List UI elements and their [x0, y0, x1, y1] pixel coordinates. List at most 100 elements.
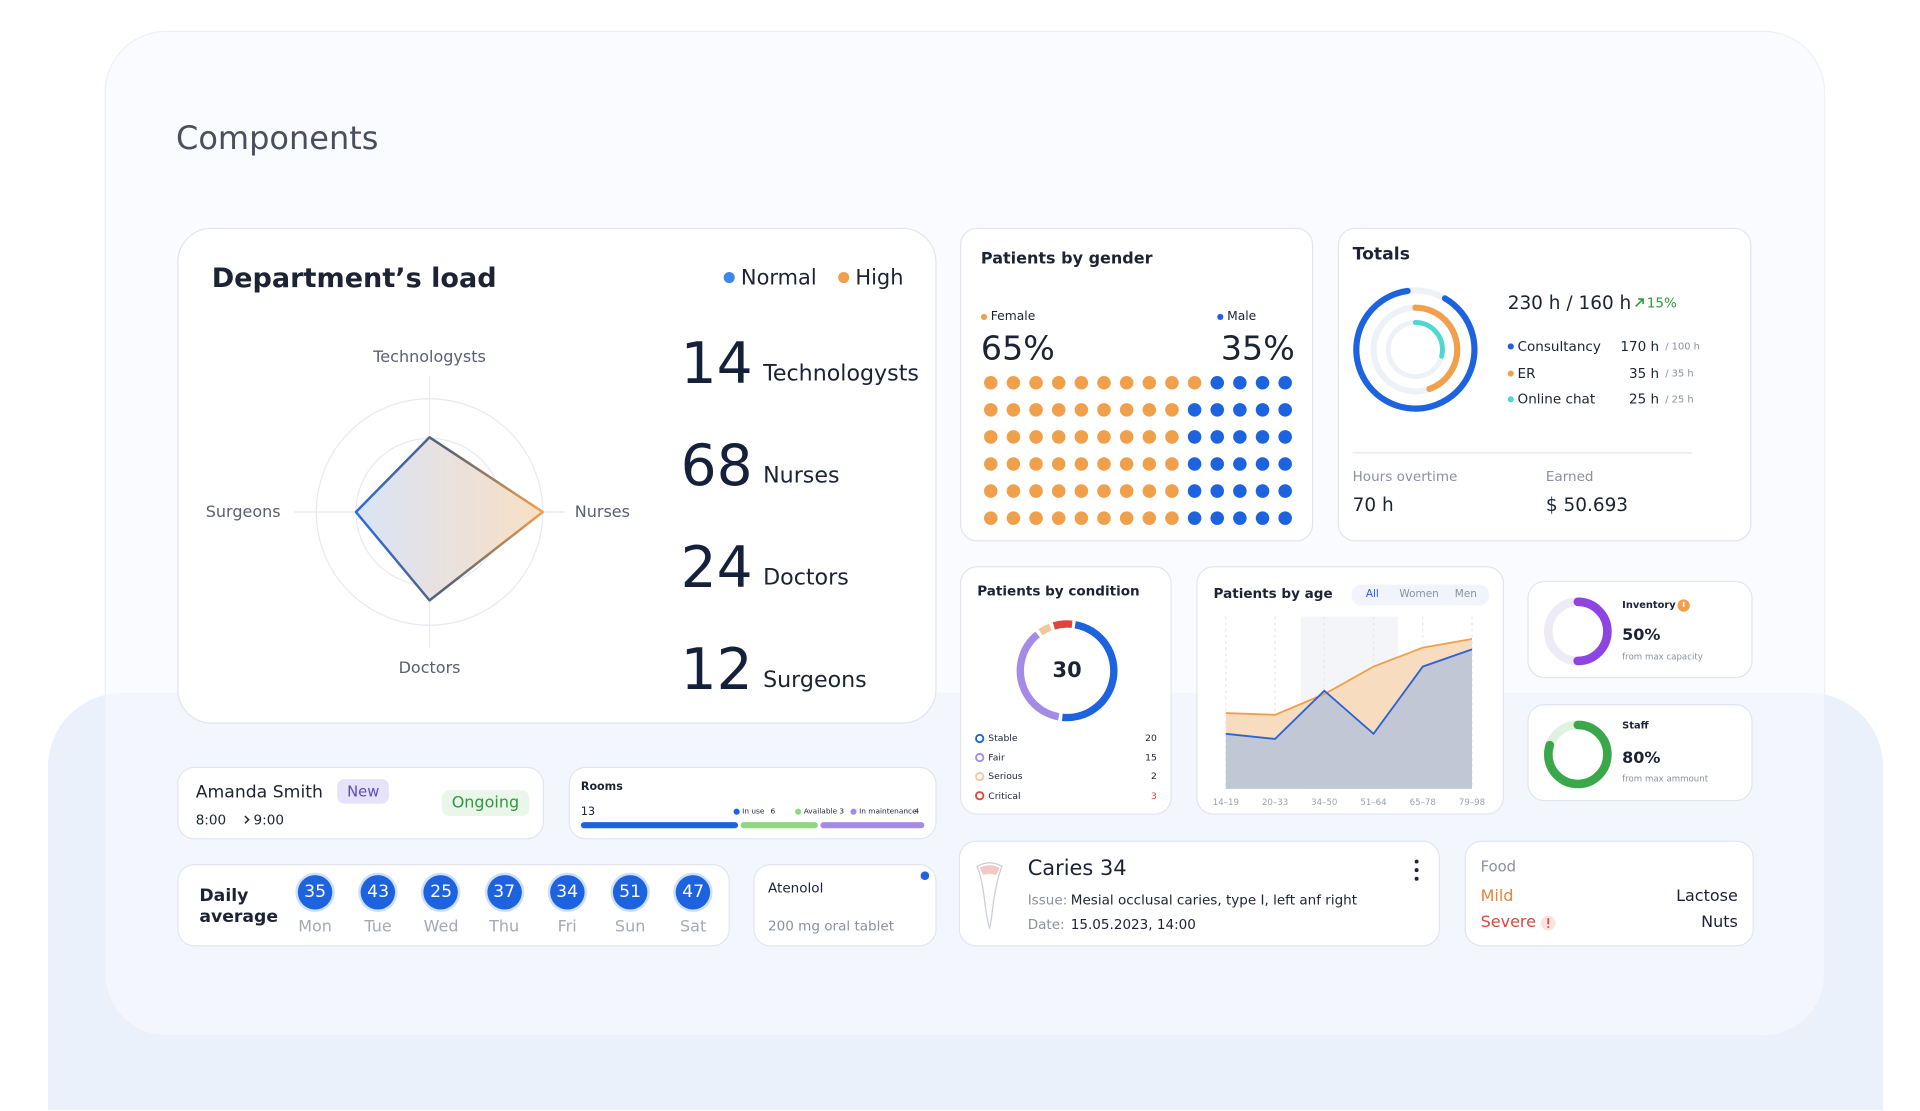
total: 30: [1052, 658, 1082, 684]
day-value: 47: [682, 882, 705, 903]
dot: [983, 375, 998, 390]
rings: [1352, 287, 1693, 454]
dot-chart: [983, 375, 1292, 525]
item: Lactose: [1676, 887, 1738, 906]
dot: [1255, 403, 1270, 417]
legend-label: Female: [990, 310, 1036, 324]
label: Date:: [1027, 916, 1065, 933]
dot: [1074, 457, 1089, 471]
dot: [1210, 430, 1224, 444]
dot: [1029, 484, 1043, 498]
donut-chart: [975, 620, 1118, 801]
dot: [1051, 430, 1066, 444]
dot: [1097, 457, 1111, 471]
row-label: Online chat: [1517, 391, 1596, 408]
daily-card: Daily average 35 Mon 43 Tue 25 Wed 37 Thu 34 Fri 5…: [177, 863, 730, 947]
day-value: 34: [556, 882, 579, 903]
legend-label: Stable: [988, 732, 1018, 744]
dot: [983, 430, 998, 444]
gender-card: Patients by gender Female 65% Male 35%: [959, 227, 1314, 542]
dot: [1233, 375, 1247, 390]
dot: [1278, 511, 1292, 525]
day-value: 37: [493, 882, 516, 903]
stat-label: Surgeons: [763, 667, 867, 693]
tooth-icon: [979, 865, 1000, 876]
line: [1225, 638, 1473, 716]
day-label: Wed: [423, 918, 459, 937]
department-card: Department’s load Normal High Technology…: [177, 227, 937, 724]
line: [1225, 648, 1473, 740]
ring: [1543, 597, 1612, 666]
legend-label: Available: [803, 807, 838, 816]
dot: [1210, 484, 1224, 498]
ring: [1353, 287, 1478, 412]
dot: [1142, 511, 1157, 525]
stat-value: 24: [680, 534, 753, 601]
tooth-icon: [976, 862, 1003, 930]
dot: [1006, 430, 1021, 444]
tab: Men: [1454, 588, 1477, 601]
dot: [1119, 403, 1134, 417]
dot: [1187, 511, 1202, 525]
dot: [1051, 375, 1066, 390]
ring: [1370, 304, 1461, 395]
dot: [1165, 511, 1179, 525]
title: Daily average: [199, 886, 279, 927]
legend-ring: [975, 771, 985, 782]
food-card: Food Mild Lactose Severe Nuts: [1464, 840, 1754, 947]
dot: [1051, 511, 1066, 525]
dot: [1255, 484, 1270, 498]
dot: [1119, 484, 1134, 498]
legend-ring: [975, 791, 985, 801]
dot: [1074, 484, 1089, 498]
day-circle: [486, 875, 522, 910]
icons: [976, 859, 1419, 930]
dot: [1051, 484, 1066, 498]
issue: Mesial occlusal caries, type I, left anf…: [1070, 892, 1358, 909]
legend-ring: [975, 752, 985, 763]
day-value: 51: [619, 882, 642, 903]
icons: [1540, 915, 1556, 931]
legend-dot: [795, 808, 802, 815]
dot: [1029, 403, 1043, 417]
dot: [1074, 511, 1089, 525]
legend-value: 20: [1145, 732, 1157, 744]
menu-icon: [1414, 859, 1419, 864]
condition-card: Patients by condition 30 Stable 20 Fair 15 S…: [959, 566, 1172, 815]
dot: [1233, 430, 1247, 444]
dot: [1097, 430, 1111, 444]
card-title: Totals: [1352, 244, 1410, 265]
menu-icon: [1414, 868, 1419, 873]
dot: [1165, 457, 1179, 471]
x-tick-label: 34–50: [1311, 797, 1338, 808]
title: Staff: [1622, 719, 1649, 732]
day-circle: [423, 875, 459, 910]
legend-label: Fair: [988, 751, 1005, 763]
label: Hours overtime: [1352, 468, 1458, 485]
dot: [1119, 430, 1134, 444]
staff-card: Staff 80% from max ammount: [1527, 703, 1753, 802]
percent: 35%: [1220, 329, 1295, 368]
dot: [1142, 375, 1157, 390]
legend-dot: [1507, 396, 1514, 403]
bar-segment: [820, 822, 925, 829]
level: Severe: [1480, 913, 1536, 932]
legend-dot: [850, 808, 857, 815]
x-tick-label: 51–64: [1360, 797, 1387, 808]
dot: [1187, 430, 1202, 444]
legend-label: Serious: [988, 770, 1023, 782]
legend-label: Normal: [740, 265, 817, 291]
label: Earned: [1545, 468, 1594, 485]
day-circle: [612, 875, 648, 910]
bar-segment: [580, 822, 739, 829]
dot: [1119, 457, 1134, 471]
day-value: 25: [430, 882, 453, 903]
donut-segment: [1016, 620, 1118, 722]
dot: [1006, 375, 1021, 390]
legend-label: Male: [1227, 310, 1257, 324]
item: Nuts: [1701, 913, 1738, 932]
day-label: Tue: [364, 918, 392, 937]
day-label: Sun: [614, 918, 646, 937]
